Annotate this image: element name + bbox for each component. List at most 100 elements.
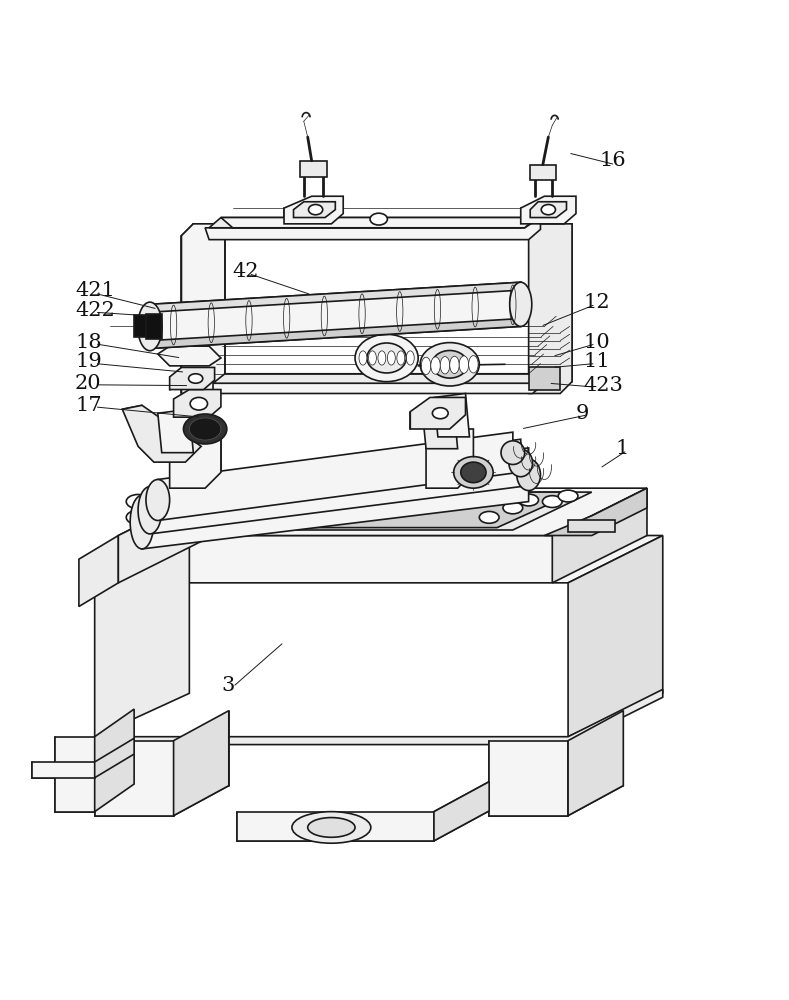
Polygon shape	[150, 282, 521, 349]
Ellipse shape	[138, 487, 162, 534]
Text: 12: 12	[584, 293, 611, 312]
Text: 19: 19	[75, 352, 102, 371]
Text: 17: 17	[75, 396, 102, 415]
Ellipse shape	[431, 357, 440, 374]
Polygon shape	[489, 741, 568, 816]
Text: 421: 421	[75, 281, 115, 300]
Polygon shape	[568, 536, 663, 737]
Ellipse shape	[501, 441, 525, 464]
Polygon shape	[529, 224, 572, 393]
Ellipse shape	[469, 356, 478, 373]
Text: 423: 423	[584, 376, 624, 395]
Polygon shape	[95, 689, 663, 745]
Ellipse shape	[479, 511, 499, 523]
Polygon shape	[221, 208, 537, 228]
Polygon shape	[426, 429, 473, 488]
Polygon shape	[294, 202, 335, 218]
Ellipse shape	[387, 351, 395, 365]
Polygon shape	[530, 202, 567, 218]
Ellipse shape	[190, 397, 208, 410]
Ellipse shape	[367, 343, 406, 373]
Polygon shape	[434, 782, 489, 841]
Polygon shape	[521, 196, 576, 224]
Ellipse shape	[126, 494, 150, 509]
Polygon shape	[32, 762, 95, 778]
Polygon shape	[170, 367, 215, 390]
Polygon shape	[213, 374, 544, 383]
Ellipse shape	[308, 205, 323, 215]
Ellipse shape	[378, 351, 386, 365]
Text: 422: 422	[75, 301, 114, 320]
Polygon shape	[134, 315, 146, 337]
Polygon shape	[158, 492, 592, 530]
Ellipse shape	[421, 357, 431, 375]
Polygon shape	[95, 738, 134, 778]
Ellipse shape	[510, 282, 532, 326]
Polygon shape	[150, 319, 521, 349]
Polygon shape	[150, 439, 521, 534]
Ellipse shape	[146, 479, 170, 521]
Ellipse shape	[138, 302, 162, 351]
Polygon shape	[213, 374, 544, 393]
Ellipse shape	[189, 374, 203, 383]
Polygon shape	[422, 405, 458, 449]
Ellipse shape	[126, 510, 150, 524]
Polygon shape	[146, 314, 162, 339]
Polygon shape	[174, 711, 229, 816]
Ellipse shape	[432, 350, 467, 378]
Text: 42: 42	[233, 262, 260, 281]
Ellipse shape	[355, 334, 418, 382]
Polygon shape	[142, 448, 529, 549]
Ellipse shape	[543, 496, 562, 507]
Polygon shape	[552, 488, 647, 583]
Text: 9: 9	[576, 404, 589, 423]
Text: 18: 18	[75, 333, 102, 352]
Ellipse shape	[146, 487, 170, 501]
Polygon shape	[95, 536, 189, 737]
Polygon shape	[95, 536, 663, 583]
Polygon shape	[237, 812, 434, 841]
Ellipse shape	[461, 462, 486, 483]
Polygon shape	[95, 741, 174, 816]
Polygon shape	[544, 488, 647, 536]
Polygon shape	[174, 492, 576, 528]
Polygon shape	[410, 397, 466, 429]
Polygon shape	[79, 536, 118, 607]
Ellipse shape	[503, 502, 523, 514]
Polygon shape	[300, 161, 327, 177]
Polygon shape	[95, 709, 134, 812]
Polygon shape	[568, 711, 623, 816]
Text: 11: 11	[584, 352, 611, 371]
Ellipse shape	[368, 351, 376, 365]
Polygon shape	[284, 196, 343, 224]
Text: 16: 16	[600, 151, 626, 170]
Ellipse shape	[519, 494, 538, 506]
Text: 1: 1	[615, 439, 629, 458]
Polygon shape	[55, 737, 95, 812]
Polygon shape	[118, 488, 213, 583]
Polygon shape	[568, 520, 615, 532]
Polygon shape	[122, 405, 201, 462]
Text: 10: 10	[584, 333, 611, 352]
Ellipse shape	[189, 418, 221, 440]
Ellipse shape	[459, 356, 469, 373]
Polygon shape	[150, 282, 521, 312]
Ellipse shape	[359, 351, 367, 365]
Ellipse shape	[406, 351, 414, 365]
Polygon shape	[205, 218, 540, 240]
Ellipse shape	[517, 459, 540, 491]
Ellipse shape	[450, 356, 459, 374]
Ellipse shape	[130, 495, 154, 549]
Polygon shape	[434, 393, 469, 437]
Polygon shape	[118, 488, 647, 536]
Ellipse shape	[397, 351, 405, 365]
Ellipse shape	[420, 343, 479, 386]
Ellipse shape	[308, 818, 355, 837]
Ellipse shape	[292, 812, 371, 843]
Ellipse shape	[432, 408, 448, 419]
Polygon shape	[530, 165, 556, 180]
Polygon shape	[170, 421, 221, 488]
Polygon shape	[181, 224, 225, 393]
Text: 3: 3	[221, 676, 234, 695]
Polygon shape	[158, 346, 221, 366]
